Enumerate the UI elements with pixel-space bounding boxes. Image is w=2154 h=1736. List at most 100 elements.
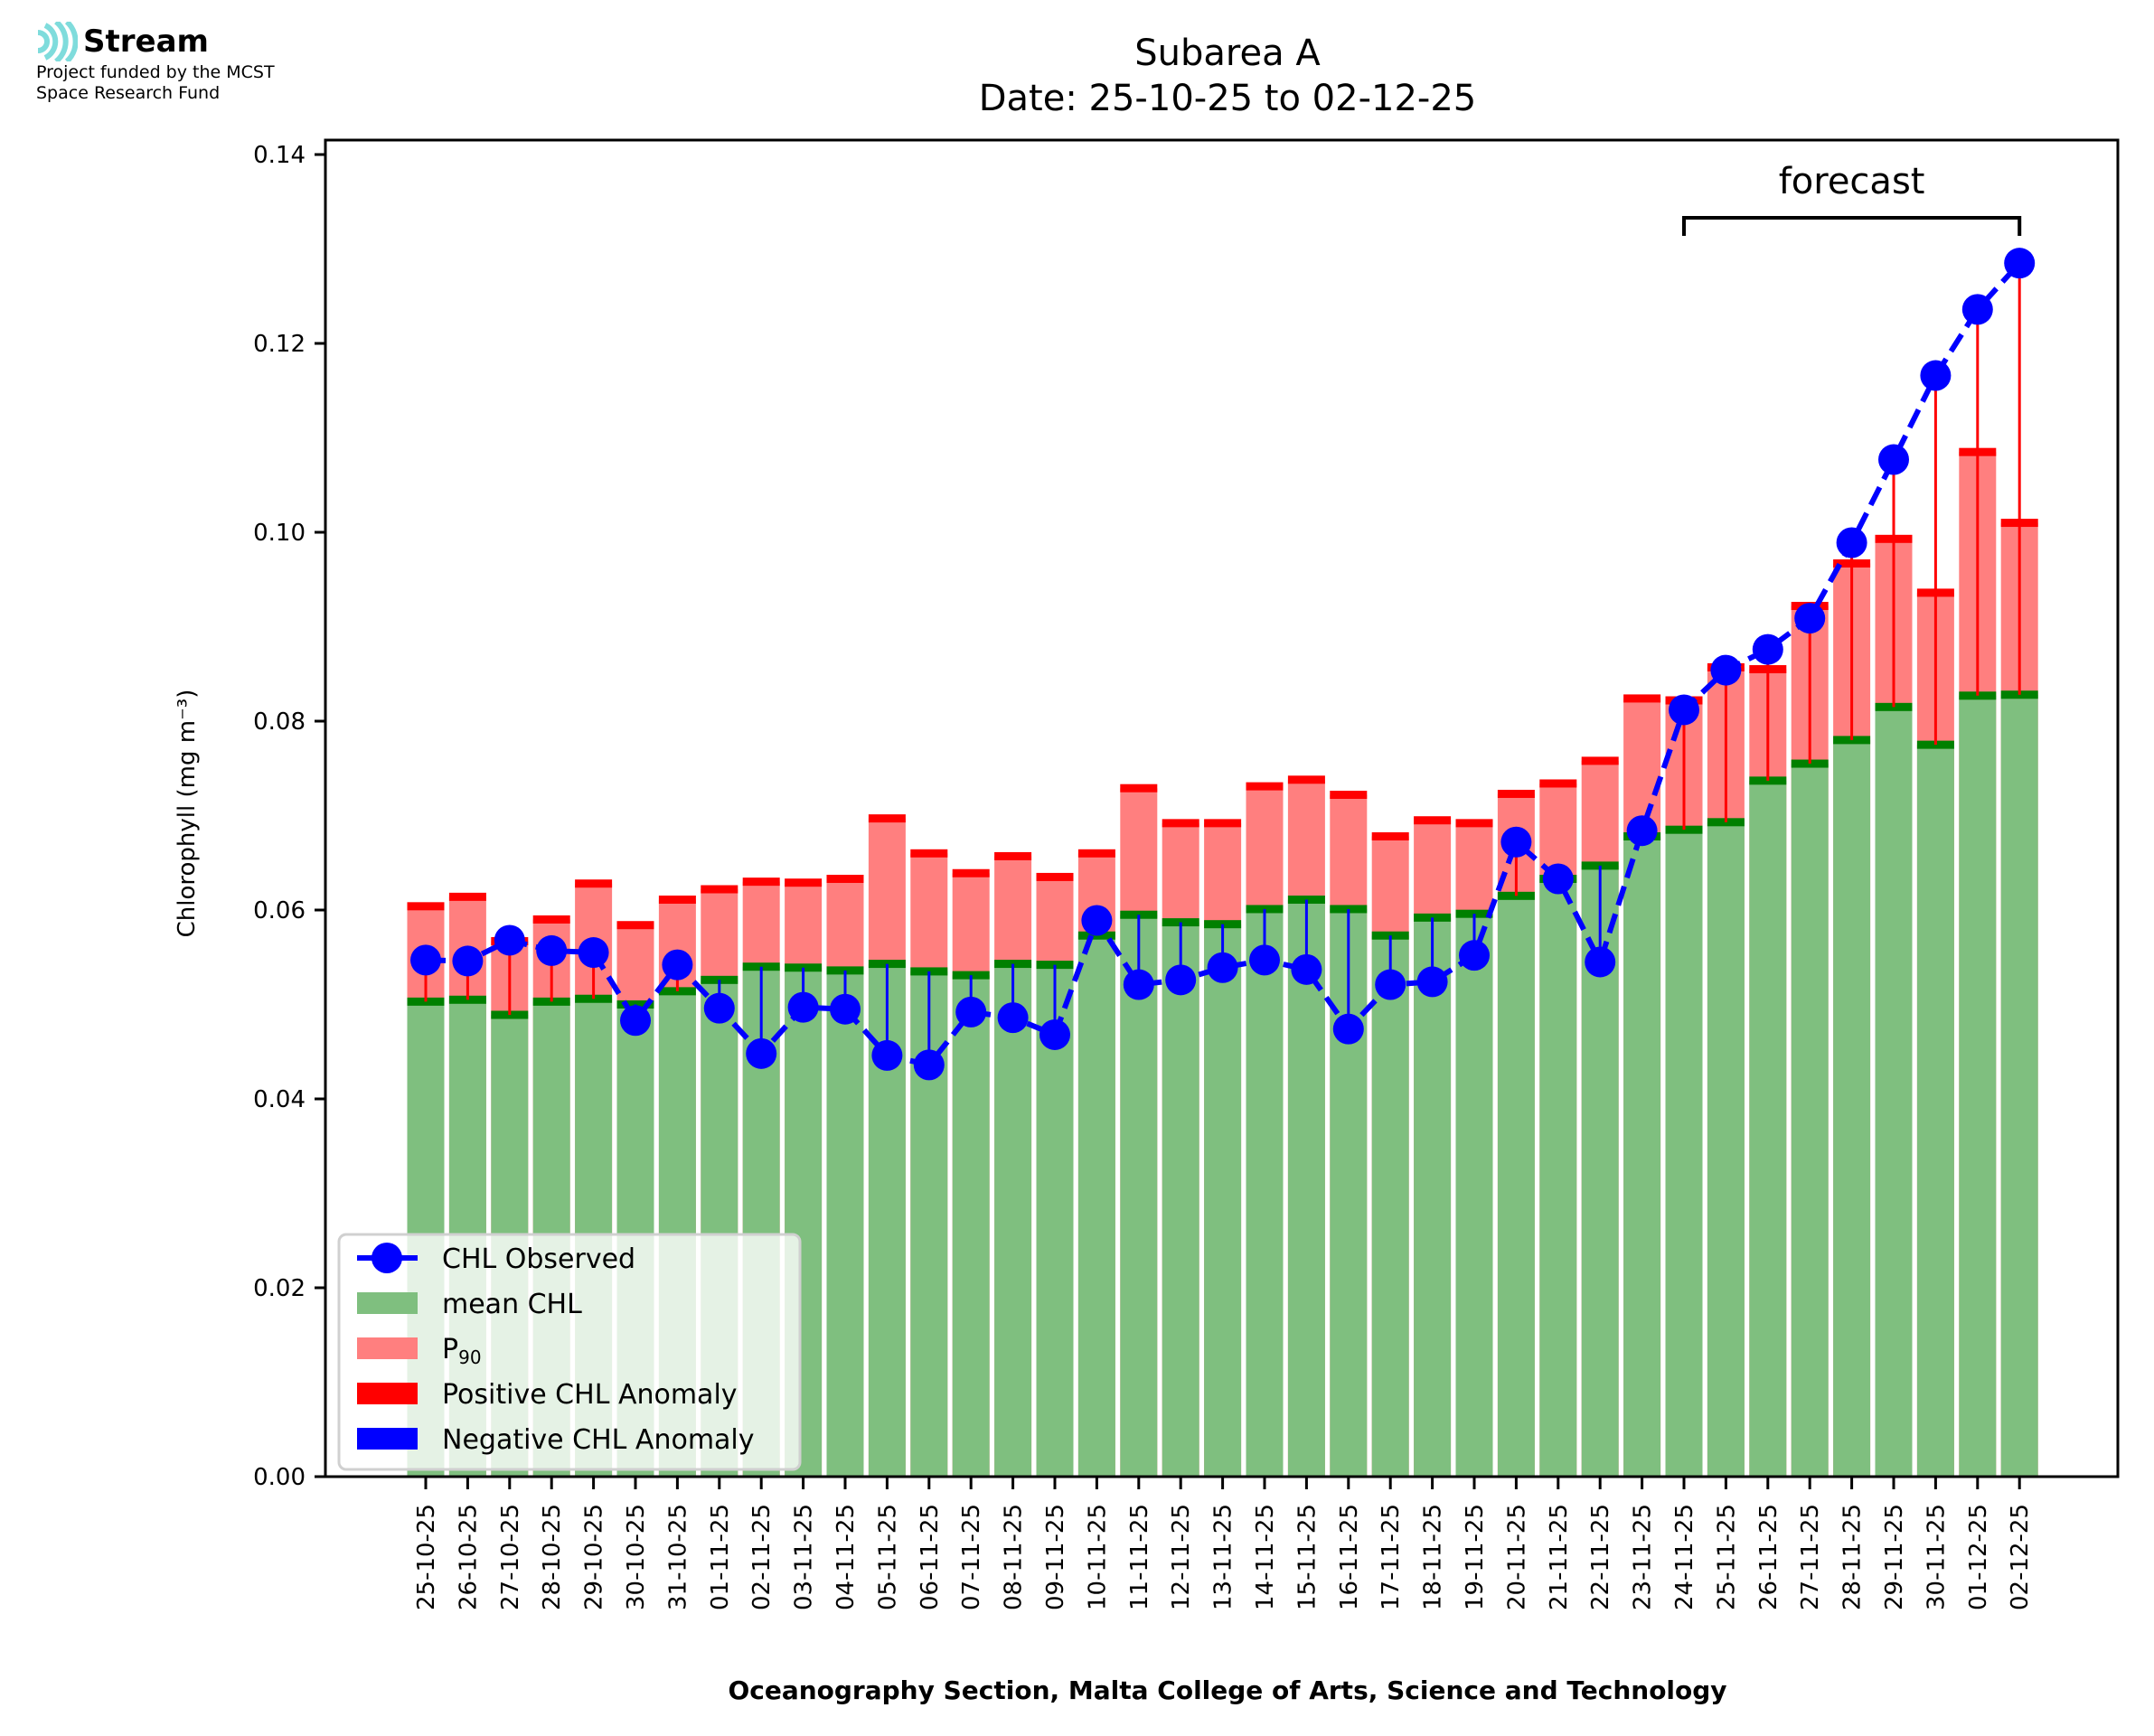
x-tick-label: 19-11-25 bbox=[1462, 1504, 1489, 1610]
x-tick-label: 28-11-25 bbox=[1839, 1504, 1867, 1610]
p90-top-band bbox=[1162, 819, 1199, 828]
x-tick-label: 11-11-25 bbox=[1126, 1504, 1153, 1610]
observed-point bbox=[1710, 654, 1742, 686]
x-tick-label: 24-11-25 bbox=[1671, 1504, 1698, 1610]
mean-bar bbox=[1077, 935, 1115, 1477]
observed-point bbox=[1416, 966, 1448, 998]
p90-top-band bbox=[952, 868, 990, 877]
observed-point bbox=[1459, 940, 1490, 971]
mean-bar bbox=[1162, 922, 1199, 1477]
x-axis-label: Oceanography Section, Malta College of A… bbox=[728, 1675, 1726, 1705]
p90-top-band bbox=[1371, 831, 1409, 840]
observed-point bbox=[452, 945, 484, 977]
observed-point bbox=[410, 944, 441, 976]
p90-top-band bbox=[1497, 789, 1535, 798]
x-tick-label: 06-11-25 bbox=[917, 1504, 944, 1610]
chart-title: Subarea A bbox=[1134, 33, 1321, 74]
x-tick-label: 14-11-25 bbox=[1252, 1504, 1279, 1610]
x-tick-label: 02-11-25 bbox=[748, 1504, 776, 1610]
observed-point bbox=[1878, 444, 1909, 475]
legend-box bbox=[337, 1233, 802, 1471]
observed-point bbox=[1165, 964, 1197, 996]
y-tick-label: 0.12 bbox=[253, 331, 306, 358]
observed-point bbox=[787, 991, 819, 1023]
x-tick-label: 26-10-25 bbox=[455, 1504, 482, 1610]
mean-bar bbox=[1665, 830, 1703, 1477]
x-tick-label: 13-11-25 bbox=[1210, 1504, 1237, 1610]
observed-point bbox=[1500, 826, 1532, 858]
p90-top-band bbox=[1455, 819, 1493, 828]
x-tick-label: 17-11-25 bbox=[1378, 1504, 1405, 1610]
x-tick-label: 26-11-25 bbox=[1755, 1504, 1782, 1610]
x-tick-label: 25-10-25 bbox=[413, 1504, 440, 1610]
mean-bar bbox=[1707, 821, 1745, 1477]
observed-line bbox=[425, 261, 2022, 1068]
p90-top-band bbox=[994, 851, 1032, 860]
mean-bar bbox=[994, 963, 1032, 1477]
legend-label: Negative CHL Anomaly bbox=[442, 1424, 755, 1456]
brand-name: Stream bbox=[83, 23, 209, 60]
p90-top-band bbox=[1330, 791, 1368, 800]
p90-top-band bbox=[1120, 784, 1158, 793]
y-ticks: 0.00 0.02 0.04 0.06 0.08 0.10 0.12 0.14 bbox=[253, 142, 325, 1491]
p90-top-band bbox=[1077, 849, 1115, 858]
observed-point bbox=[1207, 952, 1238, 983]
funding-line-1: Project funded by the MCST bbox=[36, 62, 275, 82]
x-tick-label: 23-11-25 bbox=[1630, 1504, 1657, 1610]
y-tick-label: 0.00 bbox=[253, 1464, 306, 1491]
mean-bar bbox=[1791, 764, 1829, 1477]
y-tick-label: 0.08 bbox=[253, 708, 306, 736]
x-tick-label: 15-11-25 bbox=[1293, 1504, 1321, 1610]
x-tick-label: 25-11-25 bbox=[1713, 1504, 1740, 1610]
forecast-annotation: forecast bbox=[1682, 161, 2022, 236]
x-tick-label: 20-11-25 bbox=[1503, 1504, 1530, 1610]
p90-top-band bbox=[1036, 872, 1074, 881]
p90-top-band bbox=[575, 879, 613, 888]
x-tick-label: 29-10-25 bbox=[581, 1504, 608, 1610]
legend-swatch bbox=[357, 1428, 418, 1450]
mean-bar bbox=[1623, 836, 1661, 1477]
observed-point bbox=[913, 1049, 945, 1081]
y-tick-label: 0.10 bbox=[253, 520, 306, 547]
p90-top-band bbox=[448, 892, 486, 901]
y-tick-label: 0.02 bbox=[253, 1275, 306, 1302]
p90-top-band bbox=[785, 878, 823, 887]
observed-point bbox=[746, 1037, 777, 1069]
observed-point bbox=[1961, 294, 1993, 325]
x-ticks: 25-10-25 26-10-25 27-10-25 28-10-25 29-10-25… bbox=[413, 1477, 2034, 1610]
mean-bar bbox=[1749, 780, 1787, 1477]
p90-top-band bbox=[1414, 816, 1452, 825]
x-tick-label: 22-11-25 bbox=[1587, 1504, 1614, 1610]
p90-top-band bbox=[1539, 779, 1577, 788]
y-axis-label: Chlorophyll (mg m⁻³) bbox=[174, 690, 201, 938]
p90-top-band bbox=[742, 877, 780, 887]
y-tick-label: 0.14 bbox=[253, 142, 306, 169]
x-tick-label: 05-11-25 bbox=[874, 1504, 901, 1610]
mean-top-band bbox=[1162, 918, 1199, 927]
x-tick-label: 30-11-25 bbox=[1923, 1504, 1950, 1610]
funding-line-2: Space Research Fund bbox=[36, 83, 221, 103]
observed-point bbox=[955, 996, 987, 1028]
stream-waves-icon bbox=[36, 22, 78, 61]
p90-top-band bbox=[658, 896, 696, 905]
x-tick-label: 27-10-25 bbox=[497, 1504, 524, 1610]
observed-point bbox=[1332, 1013, 1364, 1045]
observed-point bbox=[871, 1039, 903, 1071]
p90-top-band bbox=[616, 921, 654, 930]
observed-point bbox=[1542, 863, 1574, 895]
observed-point bbox=[1123, 969, 1154, 1000]
x-tick-label: 27-11-25 bbox=[1797, 1504, 1824, 1610]
p90-top-band bbox=[868, 814, 906, 823]
observed-point bbox=[1039, 1018, 1070, 1050]
p90-top-band bbox=[1287, 775, 1325, 784]
p90-top-band bbox=[1246, 782, 1284, 791]
observed-point bbox=[1669, 694, 1699, 726]
observed-point bbox=[830, 993, 861, 1025]
p90-top-band bbox=[910, 849, 948, 858]
legend-swatch bbox=[357, 1383, 418, 1404]
mean-bar bbox=[1833, 739, 1871, 1477]
observed-point bbox=[1375, 969, 1406, 1000]
legend-swatch-observed-marker bbox=[372, 1243, 402, 1273]
